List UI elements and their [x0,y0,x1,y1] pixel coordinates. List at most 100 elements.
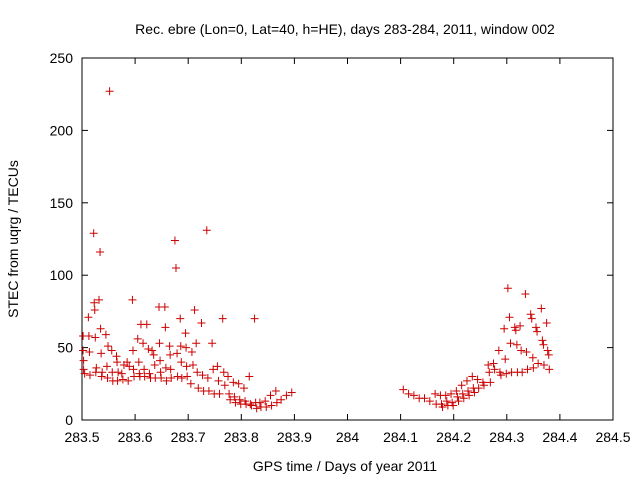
data-point [161,363,170,372]
data-point [182,362,191,371]
data-point [255,398,264,407]
data-point [420,394,429,403]
data-point [523,365,532,374]
data-point [224,372,233,381]
data-point [517,346,526,355]
data-point [235,395,244,404]
data-point [139,339,148,348]
data-point [80,369,89,378]
data-point [148,346,157,355]
data-point [103,374,112,383]
data-point [539,340,548,349]
data-point [511,326,520,335]
x-tick-label: 283.6 [118,429,153,445]
data-point [522,347,531,356]
data-point [181,329,190,338]
data-point [96,248,105,257]
data-point [128,346,137,355]
data-point [453,392,462,401]
data-point [140,365,149,374]
data-point [118,375,127,384]
data-point [226,395,235,404]
data-point [528,353,537,362]
data-point [239,384,248,393]
data-point [454,397,463,406]
data-point [85,371,94,380]
x-tick-label: 284 [336,429,360,445]
data-point [133,334,142,343]
data-point [97,372,106,381]
data-point [459,394,468,403]
data-point [156,368,165,377]
data-point [92,363,101,372]
data-point [91,333,100,342]
data-point [484,360,493,369]
data-point [458,389,467,398]
data-point [107,346,116,355]
data-point [192,339,201,348]
data-point [537,304,546,313]
data-point [123,358,132,367]
data-point [489,359,498,368]
data-point [85,347,94,356]
data-point [533,327,542,336]
data-point [142,320,151,329]
data-point [282,391,291,400]
data-point [113,376,122,385]
data-point [468,372,477,381]
data-point [79,365,88,374]
data-point [97,349,106,358]
data-point [527,314,536,323]
data-point [173,372,182,381]
data-point [190,305,199,314]
x-tick-label: 284.2 [436,429,471,445]
data-point [485,368,494,377]
data-point [84,332,93,341]
x-axis-label: GPS time / Days of year 2011 [253,458,437,474]
y-tick-label: 0 [65,412,73,428]
y-tick-label: 100 [50,267,74,283]
data-point [105,87,114,96]
data-point [404,389,413,398]
data-point [155,339,164,348]
data-point [173,349,182,358]
data-point [229,378,238,387]
data-point [518,368,527,377]
data-point [494,346,503,355]
data-point [261,397,270,406]
data-point [464,387,473,396]
data-point [198,371,207,380]
data-point [124,376,133,385]
data-point [194,384,203,393]
data-point [544,350,553,359]
data-point [101,330,110,339]
data-point [462,376,471,385]
data-point [231,398,240,407]
y-tick-label: 50 [57,340,73,356]
data-point [187,347,196,356]
data-point [113,358,122,367]
data-point [145,369,154,378]
data-point [144,345,153,354]
data-point [529,363,538,372]
data-point [526,310,535,319]
data-point [202,226,211,235]
data-point [230,392,239,401]
data-point [90,305,99,314]
data-point [496,371,505,380]
data-point [112,352,121,361]
data-point [204,387,213,396]
y-tick-label: 150 [50,195,74,211]
data-point [225,389,234,398]
data-point [506,339,515,348]
data-point [543,346,552,355]
data-point [449,401,458,410]
data-point [176,342,185,351]
data-point [166,365,175,374]
data-point [129,365,138,374]
data-point [98,368,107,377]
data-point [193,368,202,377]
x-tick-label: 284.1 [383,429,418,445]
data-point [96,324,105,333]
